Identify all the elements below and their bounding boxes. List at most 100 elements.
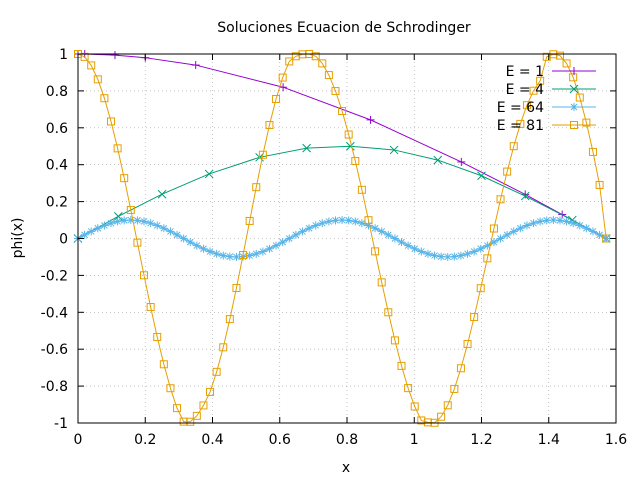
- data-point: [346, 141, 355, 151]
- legend-label-0: E = 1: [506, 64, 544, 80]
- data-point: [100, 221, 109, 230]
- data-point: [173, 230, 182, 239]
- data-point: [457, 157, 466, 166]
- data-point: [509, 142, 518, 151]
- data-point: [87, 227, 96, 236]
- x-tick-label: 0: [74, 432, 83, 448]
- series-3: [74, 50, 611, 427]
- data-point: [520, 191, 530, 201]
- x-tick-label: 1.4: [538, 432, 560, 448]
- data-point: [476, 244, 485, 253]
- data-point: [463, 249, 472, 258]
- data-point: [140, 217, 149, 226]
- data-point: [397, 238, 406, 247]
- data-point: [225, 315, 234, 324]
- legend-marker-0: [570, 67, 578, 75]
- legend-label-2: E = 64: [497, 100, 544, 116]
- plot-series: [73, 50, 611, 427]
- data-point: [258, 150, 267, 159]
- data-point: [153, 332, 162, 341]
- legend-label-3: E = 81: [497, 118, 544, 134]
- data-point: [529, 219, 538, 228]
- data-point: [278, 238, 287, 247]
- legend-label-1: E = 4: [506, 82, 544, 98]
- data-point: [390, 336, 399, 345]
- data-point: [93, 75, 102, 84]
- data-point: [212, 367, 221, 376]
- data-point: [140, 271, 149, 280]
- data-point: [410, 402, 419, 411]
- data-point: [364, 216, 373, 225]
- legend: E = 1 E = 4 E = 64 E = 81: [497, 64, 596, 134]
- data-point: [555, 51, 564, 60]
- data-point: [575, 221, 584, 230]
- data-point: [357, 219, 366, 228]
- data-point: [279, 83, 288, 92]
- data-point: [371, 224, 380, 233]
- y-tick-labels: -1 -0.8 -0.6 -0.4 -0.2 0 0.2 0.4 0.6 0.8 1: [41, 47, 68, 432]
- y-tick-label: 0.4: [46, 158, 68, 174]
- data-point: [433, 155, 443, 165]
- chart-title: Soluciones Ecuacion de Schrodinger: [217, 20, 471, 36]
- data-point: [496, 234, 505, 243]
- data-point: [575, 93, 584, 102]
- data-point: [569, 219, 578, 228]
- x-tick-label: 0.4: [201, 432, 223, 448]
- legend-marker-1: [569, 84, 579, 94]
- grid: [78, 54, 616, 423]
- data-point: [324, 71, 333, 80]
- data-point: [252, 183, 261, 192]
- data-point: [324, 217, 333, 226]
- data-point: [159, 224, 168, 233]
- data-point: [344, 130, 353, 139]
- data-point: [302, 143, 312, 153]
- data-point: [536, 217, 545, 226]
- y-tick-label: 0.6: [46, 121, 68, 137]
- legend-entry-1: E = 4: [506, 82, 596, 98]
- data-point: [245, 251, 254, 260]
- data-point: [496, 195, 505, 204]
- legend-marker-2: [570, 103, 578, 111]
- data-point: [113, 217, 122, 226]
- data-point: [450, 384, 459, 393]
- legend-marker-3: [570, 121, 578, 129]
- legend-entry-0: E = 1: [506, 64, 596, 80]
- data-point: [456, 251, 465, 260]
- data-point: [199, 244, 208, 253]
- x-tick-label: 0.8: [336, 432, 358, 448]
- data-point: [179, 234, 188, 243]
- data-point: [219, 343, 228, 352]
- data-point: [456, 364, 465, 373]
- data-point: [173, 404, 182, 413]
- data-point: [470, 247, 479, 256]
- data-point: [384, 308, 393, 317]
- data-point: [305, 224, 314, 233]
- x-tick-label: 0.2: [134, 432, 156, 448]
- data-point: [410, 244, 419, 253]
- data-point: [192, 411, 201, 420]
- x-axis-label: x: [342, 460, 350, 476]
- data-point: [562, 217, 571, 226]
- data-point: [285, 234, 294, 243]
- data-point: [555, 216, 564, 225]
- data-point: [107, 117, 116, 126]
- data-point: [311, 221, 320, 230]
- data-point: [204, 169, 214, 179]
- data-point: [595, 180, 604, 189]
- x-tick-labels: 0 0.2 0.4 0.6 0.8 1 1.2 1.4 1.6: [74, 432, 628, 448]
- data-point: [516, 224, 525, 233]
- data-point: [397, 361, 406, 370]
- x-tick-label: 1: [410, 432, 419, 448]
- data-point: [206, 387, 215, 396]
- data-point: [192, 241, 201, 250]
- data-point: [331, 87, 340, 96]
- data-point: [366, 115, 375, 124]
- data-point: [87, 61, 96, 70]
- data-point: [311, 52, 320, 61]
- data-point: [265, 121, 274, 130]
- x-tick-label: 1.2: [470, 432, 492, 448]
- data-point: [529, 86, 538, 95]
- data-point: [146, 219, 155, 228]
